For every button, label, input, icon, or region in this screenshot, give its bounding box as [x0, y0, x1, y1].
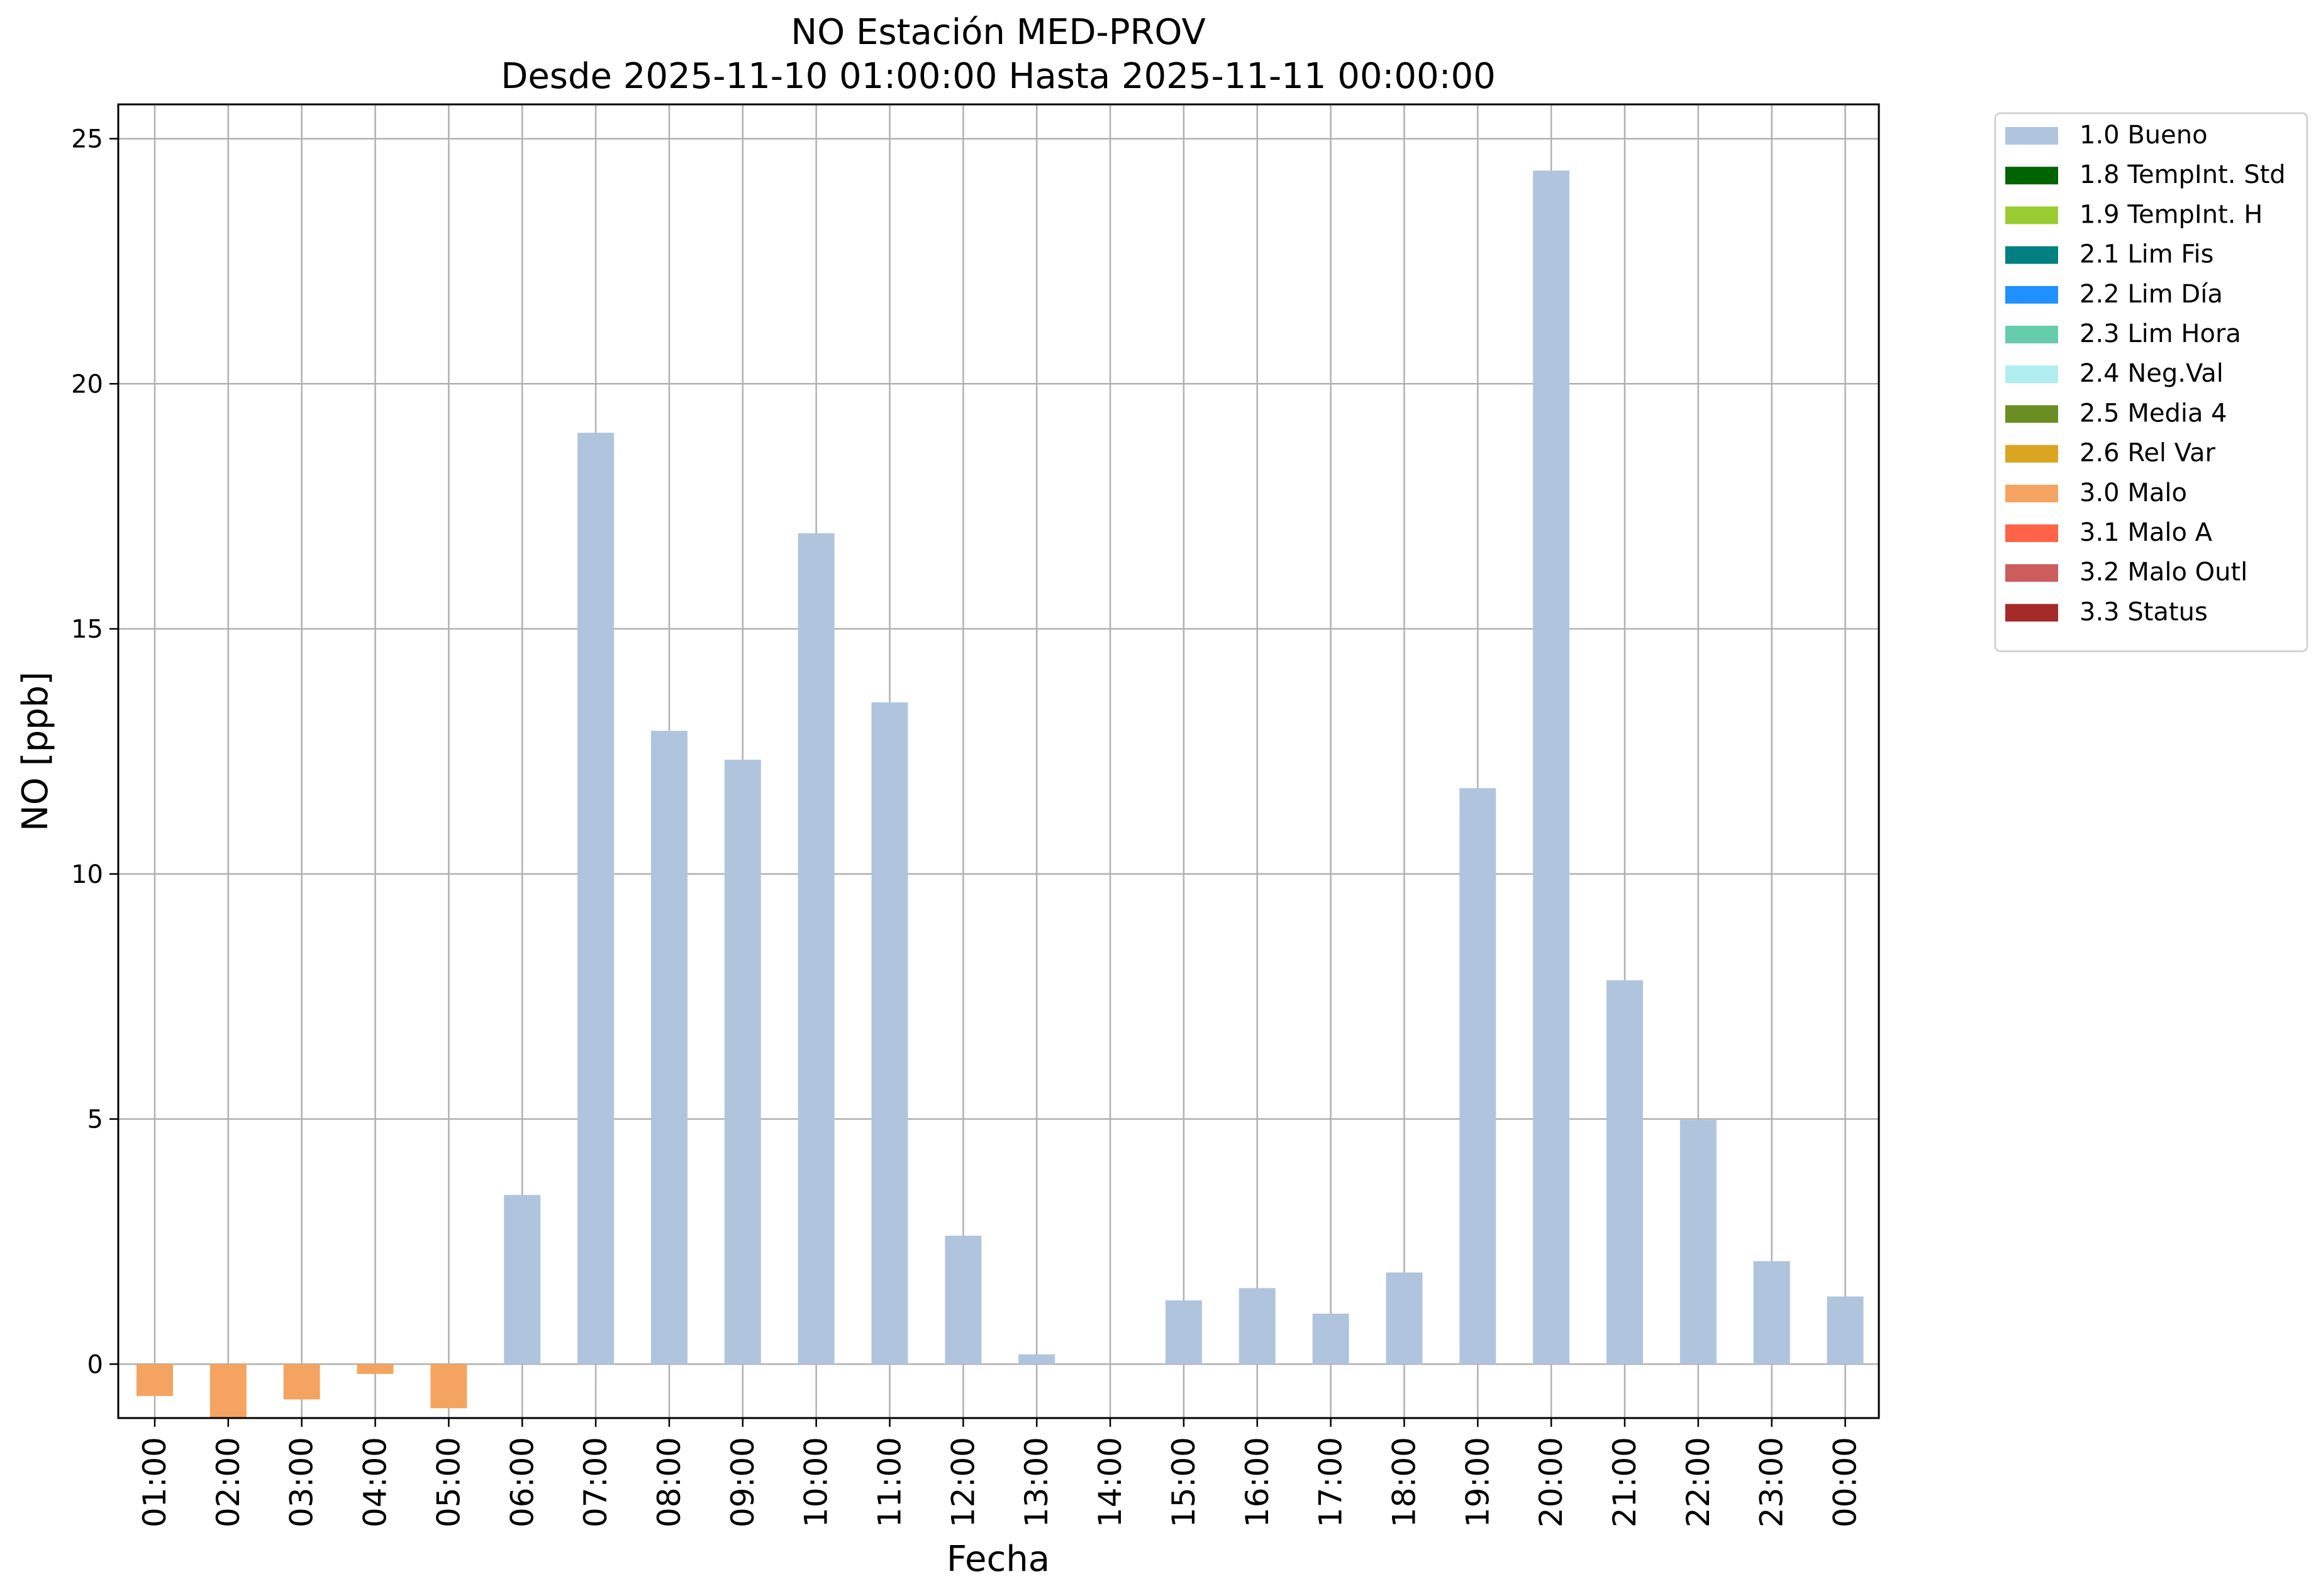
legend-swatch — [2005, 405, 2058, 423]
bars — [136, 170, 1864, 1418]
legend-label: 3.1 Malo A — [2079, 518, 2213, 547]
legend-label: 2.4 Neg.Val — [2079, 359, 2224, 388]
legend-label: 2.1 Lim Fis — [2079, 240, 2213, 269]
bar — [1533, 170, 1569, 1364]
bar — [1827, 1297, 1864, 1365]
legend-label: 1.9 TempInt. H — [2079, 200, 2263, 229]
legend-label: 2.5 Media 4 — [2079, 399, 2227, 428]
x-tick-label: 18:00 — [1386, 1437, 1422, 1527]
chart-title: NO Estación MED-PROV — [791, 12, 1206, 53]
x-tick-label: 01:00 — [136, 1437, 173, 1527]
legend-swatch — [2005, 445, 2058, 463]
x-tick-label: 20:00 — [1533, 1437, 1569, 1527]
bar — [136, 1364, 173, 1396]
x-tick-label: 13:00 — [1018, 1437, 1055, 1527]
legend-swatch — [2005, 127, 2058, 145]
x-tick-label: 17:00 — [1313, 1437, 1349, 1527]
x-tick-label: 12:00 — [945, 1437, 981, 1527]
bar — [430, 1364, 467, 1408]
legend-label: 2.3 Lim Hora — [2079, 319, 2241, 348]
legend-label: 3.3 Status — [2079, 597, 2208, 626]
bar — [1606, 980, 1643, 1364]
x-tick-label: 08:00 — [651, 1437, 688, 1527]
y-axis-label: NO [ppb] — [15, 672, 56, 831]
x-tick-label: 14:00 — [1092, 1437, 1128, 1527]
legend-swatch — [2005, 564, 2058, 582]
legend-swatch — [2005, 247, 2058, 264]
x-tick-label: 09:00 — [725, 1437, 761, 1527]
bar — [872, 702, 908, 1364]
legend-label: 1.0 Bueno — [2079, 121, 2208, 150]
legend-swatch — [2005, 167, 2058, 184]
x-tick-label: 02:00 — [210, 1437, 247, 1527]
bar — [284, 1364, 320, 1399]
bar — [798, 533, 835, 1364]
x-tick-label: 04:00 — [357, 1437, 394, 1527]
bar — [1239, 1288, 1276, 1364]
legend-swatch — [2005, 206, 2058, 224]
legend-label: 2.2 Lim Día — [2079, 280, 2223, 309]
bar — [577, 433, 614, 1364]
bar — [1166, 1300, 1202, 1364]
legend-label: 3.2 Malo Outl — [2079, 558, 2247, 587]
bar — [1680, 1120, 1717, 1364]
chart-subtitle: Desde 2025-11-10 01:00:00 Hasta 2025-11-… — [501, 56, 1496, 97]
x-tick-label: 07:00 — [577, 1437, 614, 1527]
y-tick-label: 5 — [87, 1106, 103, 1134]
x-tick-label: 06:00 — [504, 1437, 540, 1527]
x-tick-label: 11:00 — [872, 1437, 908, 1527]
bar — [210, 1364, 247, 1418]
legend-swatch — [2005, 604, 2058, 621]
x-tick-label: 05:00 — [430, 1437, 467, 1527]
legend-swatch — [2005, 365, 2058, 383]
bar — [1018, 1355, 1055, 1365]
legend-swatch — [2005, 286, 2058, 304]
bar — [1754, 1261, 1790, 1365]
bar — [651, 731, 688, 1364]
x-tick-label: 00:00 — [1827, 1437, 1864, 1527]
legend-swatch — [2005, 524, 2058, 542]
bar — [1313, 1314, 1349, 1364]
x-tick-label: 19:00 — [1459, 1437, 1496, 1527]
legend: 1.0 Bueno 1.8 TempInt. Std 1.9 TempInt. H 2… — [1995, 113, 2307, 651]
bar — [945, 1236, 981, 1364]
bar — [725, 760, 761, 1364]
legend-swatch — [2005, 485, 2058, 502]
x-tick-label: 23:00 — [1754, 1437, 1790, 1527]
y-tick-label: 10 — [71, 860, 103, 889]
bar — [1459, 788, 1496, 1364]
x-tick-label: 15:00 — [1166, 1437, 1202, 1527]
x-tick-label: 03:00 — [284, 1437, 320, 1527]
legend-swatch — [2005, 326, 2058, 343]
y-tick-label: 0 — [87, 1350, 103, 1379]
x-tick-label: 16:00 — [1239, 1437, 1276, 1527]
bar — [357, 1364, 394, 1374]
bar — [1386, 1272, 1422, 1364]
x-tick-label: 22:00 — [1680, 1437, 1717, 1527]
y-tick-label: 25 — [71, 125, 103, 154]
x-tick-label: 10:00 — [798, 1437, 835, 1527]
legend-label: 2.6 Rel Var — [2079, 439, 2216, 468]
x-axis-label: Fecha — [947, 1539, 1050, 1580]
bar — [504, 1195, 540, 1364]
x-tick-label: 21:00 — [1606, 1437, 1643, 1527]
y-tick-label: 15 — [71, 615, 103, 644]
legend-label: 1.8 TempInt. Std — [2079, 160, 2286, 189]
y-tick-label: 20 — [71, 370, 103, 399]
legend-label: 3.0 Malo — [2079, 479, 2187, 507]
